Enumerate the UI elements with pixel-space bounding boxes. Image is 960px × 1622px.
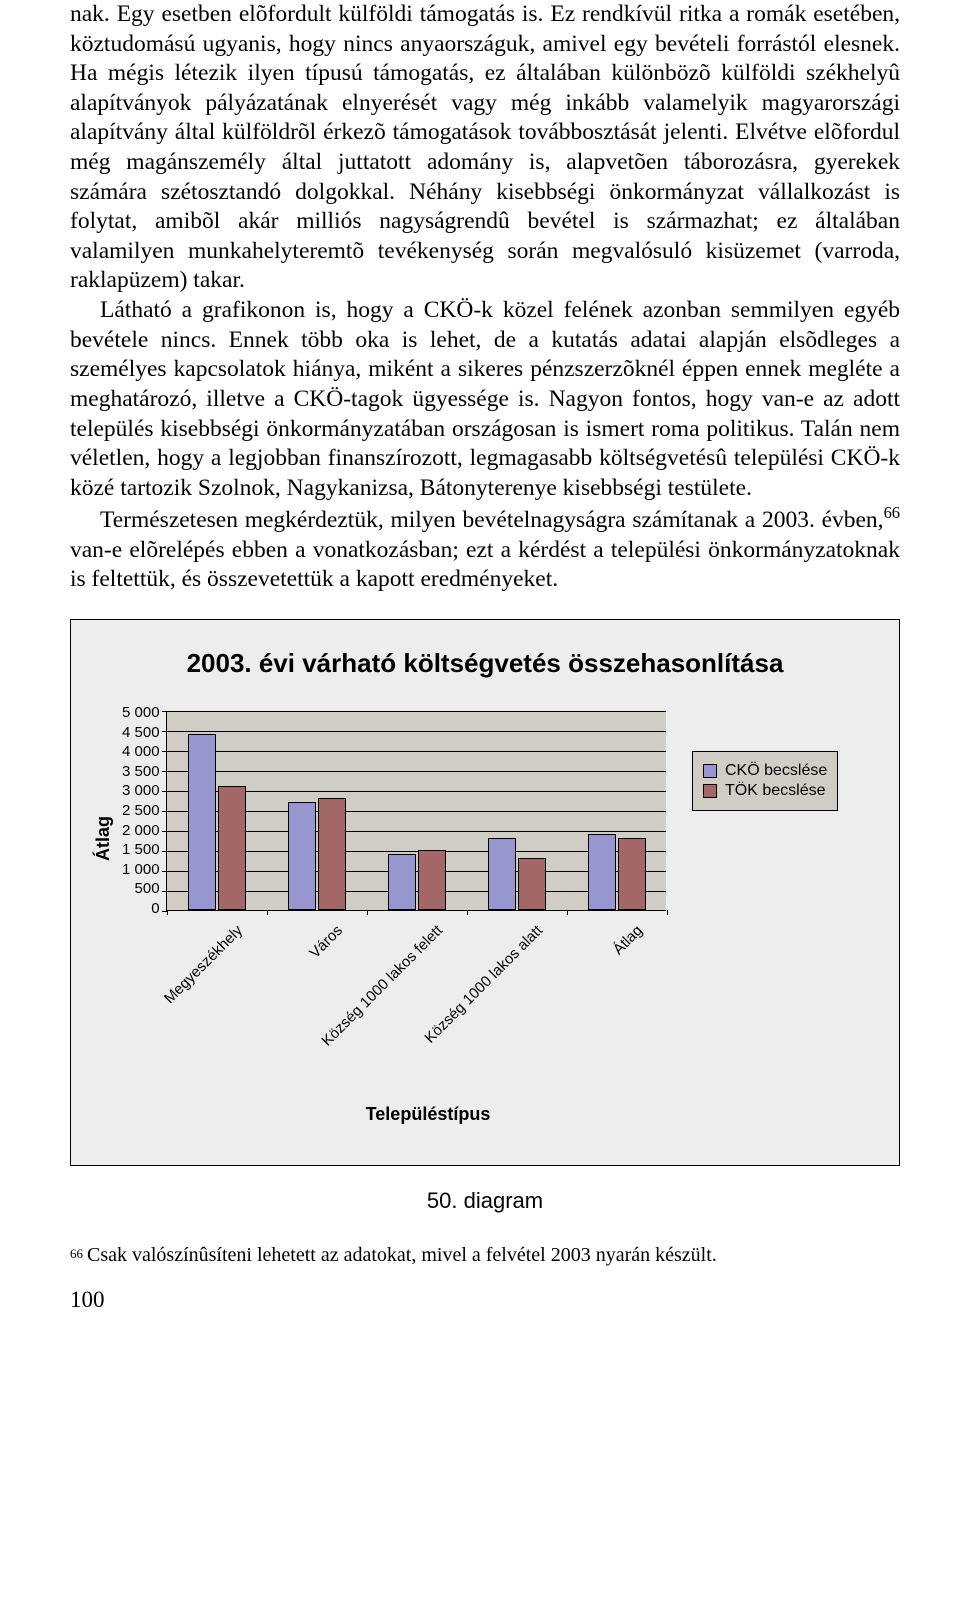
chart-plot-area [166,711,666,911]
chart-legend: CKÖ becslése TÖK becslése [692,751,838,811]
chart-ytick: 0 [151,904,159,914]
page-number: 100 [70,1287,900,1313]
chart-ytick: 2 000 [122,826,160,836]
chart-ytick: 3 000 [122,786,160,796]
chart-bar [588,834,616,910]
chart-ytick: 4 000 [122,747,160,757]
chart-xlabel: Településtípus [178,1104,678,1125]
chart-legend-item: CKÖ becslése [703,762,827,780]
chart-yticks: 5 000 4 500 4 000 3 500 3 000 2 500 2 000 1 500… [122,708,160,914]
paragraph-2: Látható a grafikonon is, hogy a CKÖ-k kö… [70,296,900,503]
chart-xticklabels: MegyeszékhelyVárosKözség 1000 lakos fele… [178,914,678,1094]
paragraph-1: nak. Egy esetben elõfordult külföldi tám… [70,0,900,296]
chart-legend-label: TÖK becslése [725,782,825,800]
chart-ytick: 4 500 [122,728,160,738]
footnote-text: Csak valószínûsíteni lehetett az adatoka… [87,1244,717,1267]
chart-bar [388,854,416,910]
paragraph-3: Természetesen megkérdeztük, milyen bevét… [70,503,900,595]
chart-bar [218,786,246,910]
chart-legend-label: CKÖ becslése [725,762,827,780]
chart-ylabel: Átlag [93,816,114,861]
chart-bar [318,798,346,910]
chart-ytick: 1 000 [122,865,160,875]
chart-bar [488,838,516,910]
chart-title: 2003. évi várható költségvetés összehaso… [93,648,877,679]
chart-bar [188,734,216,910]
chart-bar [418,850,446,910]
chart-ytick: 3 500 [122,767,160,777]
chart-caption: 50. diagram [70,1188,900,1214]
footnote: 66 Csak valószínûsíteni lehetett az adat… [70,1244,900,1267]
chart-legend-item: TÖK becslése [703,782,827,800]
chart-ytick: 1 500 [122,845,160,855]
chart-bar [518,858,546,910]
chart-legend-swatch [703,784,717,798]
chart-bar [288,802,316,910]
body-text: nak. Egy esetben elõfordult külföldi tám… [70,0,900,595]
chart-bar [618,838,646,910]
footnote-number: 66 [70,1244,83,1267]
chart-ytick: 500 [135,884,160,894]
chart-panel: 2003. évi várható költségvetés összehaso… [70,619,900,1166]
chart-ytick: 5 000 [122,708,160,718]
chart-legend-swatch [703,764,717,778]
chart-ytick: 2 500 [122,806,160,816]
